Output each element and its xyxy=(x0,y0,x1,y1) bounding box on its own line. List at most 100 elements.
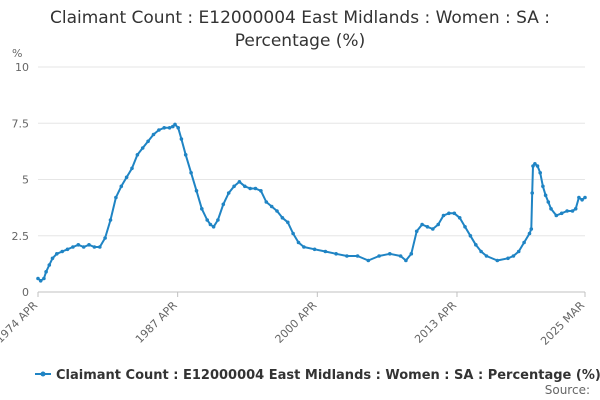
data-point xyxy=(226,191,231,195)
data-point xyxy=(237,180,242,184)
legend-label: Claimant Count : E12000004 East Midlands… xyxy=(56,368,600,383)
data-point xyxy=(275,209,279,213)
data-point xyxy=(570,209,575,213)
data-point xyxy=(441,213,446,218)
data-point xyxy=(124,175,129,180)
data-point xyxy=(296,240,301,245)
chart-title-line-2: Percentage (%) xyxy=(235,31,365,51)
legend-marker-icon xyxy=(40,371,46,377)
data-point xyxy=(189,171,193,175)
data-point xyxy=(44,270,48,274)
series-line xyxy=(37,123,586,282)
data-point xyxy=(398,254,403,258)
data-point xyxy=(221,202,226,207)
data-point xyxy=(140,146,145,150)
data-point xyxy=(529,227,534,231)
data-point xyxy=(135,153,140,157)
y-axis-unit-label: % xyxy=(12,47,22,60)
data-point xyxy=(559,211,564,216)
data-point xyxy=(323,249,328,254)
x-tick-label: 1987 APR xyxy=(133,299,180,346)
data-point xyxy=(55,252,59,256)
data-point xyxy=(577,195,581,200)
data-point xyxy=(522,240,526,245)
data-point xyxy=(580,198,584,202)
data-point xyxy=(151,132,156,137)
source-label: Source: xyxy=(545,383,590,397)
gridlines xyxy=(38,66,585,237)
data-point xyxy=(431,227,435,231)
data-point xyxy=(108,218,113,222)
data-point xyxy=(506,256,510,261)
data-point xyxy=(538,171,542,175)
data-point xyxy=(527,231,532,236)
data-point xyxy=(541,184,545,189)
x-axis-ticks: 1974 APR 1987 APR 2000 APR 2013 APR 2025 MAR xyxy=(0,292,587,348)
data-point xyxy=(425,225,430,229)
data-point xyxy=(130,166,134,171)
legend[interactable]: Claimant Count : E12000004 East Midlands… xyxy=(35,368,600,383)
data-point xyxy=(543,193,548,198)
data-point xyxy=(76,243,81,247)
data-point xyxy=(60,249,64,254)
data-point xyxy=(436,222,441,227)
data-point xyxy=(533,162,537,166)
data-point xyxy=(253,186,258,191)
data-point xyxy=(511,254,516,258)
data-point xyxy=(50,256,55,261)
data-point xyxy=(162,126,166,130)
x-tick-label: 2000 APR xyxy=(273,299,320,346)
data-point xyxy=(535,164,540,168)
data-point xyxy=(42,276,46,281)
data-point xyxy=(495,258,500,263)
y-tick-label: 7.5 xyxy=(12,117,30,130)
data-point xyxy=(312,247,317,252)
data-point xyxy=(87,243,91,247)
data-point xyxy=(146,139,150,144)
data-point xyxy=(447,211,451,216)
data-point xyxy=(243,184,247,189)
data-point xyxy=(565,209,569,213)
data-point xyxy=(92,245,97,249)
data-point xyxy=(286,220,290,225)
data-point xyxy=(452,211,457,216)
data-point xyxy=(171,124,175,129)
x-tick-label: 2025 MAR xyxy=(538,299,587,348)
data-point xyxy=(71,245,75,249)
data-point xyxy=(530,191,534,195)
data-point xyxy=(334,252,338,256)
x-tick-label: 1974 APR xyxy=(0,299,40,346)
data-point xyxy=(269,204,274,209)
data-point xyxy=(516,249,521,254)
data-point xyxy=(81,245,86,249)
data-point xyxy=(38,279,43,283)
x-tick-label: 2013 APR xyxy=(412,299,459,346)
data-point xyxy=(176,126,180,130)
data-point xyxy=(414,229,419,234)
data-point xyxy=(291,231,295,236)
data-point xyxy=(264,200,269,204)
data-point xyxy=(468,234,473,238)
data-point xyxy=(484,254,489,258)
y-tick-label: 0 xyxy=(22,286,29,299)
data-point xyxy=(302,245,306,249)
data-point xyxy=(157,128,161,132)
data-point xyxy=(211,225,216,229)
data-point xyxy=(114,195,118,200)
data-point xyxy=(388,252,392,256)
data-point xyxy=(479,249,483,254)
y-axis-ticks: 0 2.5 5 7.5 10 xyxy=(12,61,30,299)
data-point xyxy=(409,252,414,256)
data-point xyxy=(200,207,204,211)
data-point xyxy=(205,218,209,222)
data-point xyxy=(183,153,188,157)
y-tick-label: 5 xyxy=(22,174,29,187)
data-point xyxy=(98,245,102,249)
data-point xyxy=(280,216,285,220)
data-point xyxy=(583,195,587,200)
data-point xyxy=(404,258,408,263)
data-point xyxy=(47,263,52,267)
data-point xyxy=(549,207,553,211)
